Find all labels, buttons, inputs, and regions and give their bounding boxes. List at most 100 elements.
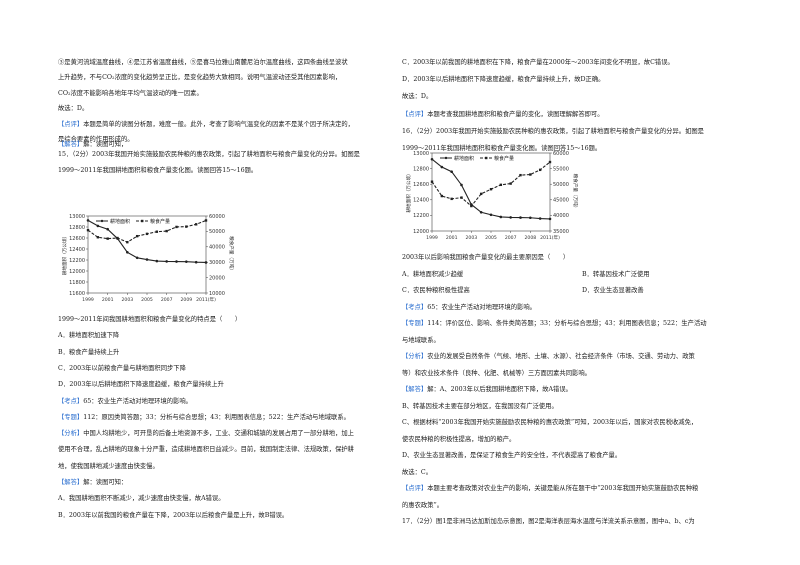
x-axis-tick-label: 1999 — [82, 297, 94, 303]
data-point-farmland — [479, 210, 483, 214]
line-text: 的惠农政策”。 — [402, 501, 444, 509]
x-axis-tick-label: 2003 — [465, 235, 477, 241]
text-line: 【点评】本题考查我国耕地面积和粮食产量的变化，读图理解解答即可。 — [402, 111, 604, 119]
data-point-farmland — [519, 216, 522, 219]
x-axis-tick-label: 2003 — [121, 297, 133, 303]
chart-farmland-grain-q15: 11600 11800 12000 12200 12400 12600 12800 13000… — [61, 214, 235, 303]
text-line: 【解答】解：读图可知， — [58, 141, 127, 149]
left-axis-tick-label: 12000 — [413, 229, 429, 235]
series-line-farmland — [87, 219, 207, 264]
right-axis-tick-label: 10000 — [209, 291, 225, 297]
line-text: 本题考查我国耕地面积和粮食产量的变化，读图理解解答即可。 — [427, 110, 604, 118]
legend-label-grain: 粮食产量 — [494, 155, 514, 162]
data-point-farmland — [548, 217, 552, 221]
series-line-grain — [87, 219, 207, 243]
data-point-grain — [194, 223, 198, 226]
text-line: A．耕地面积减少趋缓 B．转基因技术广泛使用 — [402, 271, 650, 279]
right-axis-tick-label: 40000 — [209, 245, 225, 251]
line-text: 故选：C。 — [402, 468, 433, 476]
text-line: 1999～2011年我国耕地面积和粮食产量变化图。读图回答15～16题。 — [402, 145, 601, 153]
text-line: 故选：D。 — [402, 93, 432, 101]
legend-marker-farmland — [444, 156, 448, 160]
line-text: 本题是简单的读图分析题，难度一般。此外，考查了影响气温变化的因素不是某个因子所决… — [83, 120, 354, 128]
line-text: 1999～2011年间我国耕地面积和粮食产量变化的特点是（ ） — [58, 316, 242, 323]
section-tag: 【解答】 — [58, 479, 84, 486]
text-line: 是综合要素的作用形成的。 — [58, 136, 134, 144]
data-point-farmland — [135, 256, 139, 260]
right-axis-tick-label: 35000 — [553, 229, 569, 235]
data-point-grain — [175, 225, 178, 229]
x-axis-tick-label: 2007 — [161, 297, 173, 303]
line-text: 地，使我国耕地减少速度由快变慢。 — [58, 462, 159, 470]
text-line: 2003年以后影响我国粮食产量变化的最主要原因是（ ） — [402, 254, 569, 262]
data-point-grain — [529, 173, 532, 176]
data-point-farmland — [106, 227, 109, 231]
section-tag: 【解答】 — [58, 141, 84, 148]
plot-frame — [87, 215, 207, 294]
text-line: C．农民种粮积极性提高 D．农业生态显著改善 — [402, 287, 644, 295]
text-line: 上升趋势，不与CO₂浓度的变化趋势呈正比，是变化趋势大致相同。说明气温波动还受其… — [58, 74, 341, 82]
chart-farmland-grain-q16: 12000 12200 12400 12600 12800 13000 35000 40000… — [405, 151, 579, 241]
line-text: 中国人均耕地少，可开垦的后备土地资源不多，工业、交通和城镇的发展占用了一部分耕地… — [83, 430, 354, 438]
x-axis-tick-label: 2008 — [524, 235, 536, 241]
data-point-farmland — [529, 216, 532, 220]
line-text: 2003年以后影响我国粮食产量变化的最主要原因是（ ） — [402, 254, 570, 261]
left-axis-tick-label: 12200 — [69, 258, 85, 264]
text-line: 故选：C。 — [402, 469, 432, 477]
text-line: 使农民种粮的积极性提高，增加的粮产。 — [402, 436, 515, 444]
text-line: A．耕地面积加速下降 — [58, 332, 119, 340]
left-axis-tick-label: 12000 — [69, 269, 85, 275]
data-point-farmland — [96, 224, 100, 228]
text-line: 使用不合理，乱占耕地的现象十分严重，造成耕地面积日益减少。目前，我国制定法律、法… — [58, 446, 354, 454]
section-tag: 【点评】 — [402, 110, 428, 118]
text-line: D．2003年以后耕地面积下降速度趋缓，粮食产量持续上升，故D正确。 — [402, 76, 604, 84]
text-line: 【考点】65：农业生产活动对地理环境的影响。 — [402, 304, 536, 312]
data-point-grain — [155, 230, 159, 233]
x-axis-tick-label: 2011(年) — [196, 296, 216, 303]
right-axis-label: 粮食产量（万吨） — [228, 236, 235, 273]
section-tag: 【点评】 — [58, 120, 84, 128]
text-line: B．粮食产量持续上升 — [58, 349, 119, 357]
line-text: 1999～2011年我国耕地面积和粮食产量变化图。读图回答15～16题。 — [402, 145, 602, 152]
x-axis-tick-label: 2005 — [141, 297, 153, 303]
line-text: CO₂浓度不能影响各地年平均气温波动的唯一因素。 — [58, 89, 203, 97]
left-axis-tick-label: 12800 — [69, 225, 85, 231]
right-axis-tick-label: 50000 — [209, 229, 225, 235]
text-line: ③是黄河流域温度曲线，④是江苏省温度曲线，⑤是喜马拉雅山南麓尼泊尔温度曲线，这四… — [58, 59, 348, 67]
right-axis-tick-label: 50000 — [553, 182, 569, 188]
line-text: 17．（2分）图1是非洲马达加斯加岛示意图，图2是海洋表层海水温度与洋流关系示意… — [402, 518, 695, 525]
data-point-grain — [538, 168, 542, 172]
line-text: B、转基因技术主要在部分地区，在我国没有广泛使用。 — [402, 402, 558, 410]
left-axis-label: 耕地面积（万公顷） — [405, 171, 412, 212]
option-text: B．转基因技术广泛使用 — [582, 270, 650, 278]
text-line: 【点评】本题主要考查政策对农业生产的影响，关键是能从所在题干中“2003年我国开… — [402, 485, 698, 493]
text-line: 等）和农业技术条件（良种、化肥、机械等）三方面因素共同影响。 — [402, 370, 591, 378]
right-axis-tick-label: 55000 — [553, 166, 569, 172]
line-text: 65：农业生产活动对地理环境的影响。 — [427, 303, 536, 311]
data-point-grain — [106, 237, 109, 240]
data-point-farmland — [145, 258, 149, 261]
x-axis-tick-label: 2007 — [505, 235, 517, 241]
data-point-farmland — [509, 216, 512, 219]
text-line: 【解答】解：读图可知： — [58, 479, 127, 487]
line-text: 本题主要考查政策对农业生产的影响，关键是能从所在题干中“2003年我国开始实施鼓… — [427, 485, 699, 492]
line-text: C．2003年以前粮食产量与耕地面积同步下降 — [58, 364, 186, 372]
data-point-grain — [135, 234, 139, 238]
text-line: 故选：D。 — [58, 105, 88, 113]
data-point-grain — [145, 232, 149, 236]
text-line: 【分析】中国人均耕地少，可开垦的后备土地资源不多，工业、交通和城镇的发展占用了一… — [58, 430, 354, 438]
data-point-grain — [548, 160, 552, 164]
data-point-grain — [204, 219, 208, 222]
line-text: 65：农业生产活动对地理环境的影响。 — [83, 397, 192, 405]
right-axis-tick-label: 20000 — [209, 275, 225, 281]
left-axis-tick-label: 11600 — [69, 291, 85, 297]
text-line: D．2003年以后耕地面积下降速度趋缓，粮食产量持续上升 — [58, 381, 224, 389]
data-point-farmland — [185, 260, 188, 263]
text-line: 【专题】114：评价区位、影响、条件类简答题；33：分析与综合思想；43：利用图… — [402, 320, 707, 328]
right-axis-tick-label: 60000 — [209, 214, 225, 220]
line-text: C．2003年以前我国的耕地面积在下降，粮食产量在2000年～2003年间变化不… — [402, 59, 674, 66]
left-axis-tick-label: 13000 — [69, 214, 85, 220]
x-axis-tick-label: 2009 — [180, 297, 192, 303]
data-point-farmland — [204, 261, 208, 264]
data-point-farmland — [155, 259, 159, 263]
